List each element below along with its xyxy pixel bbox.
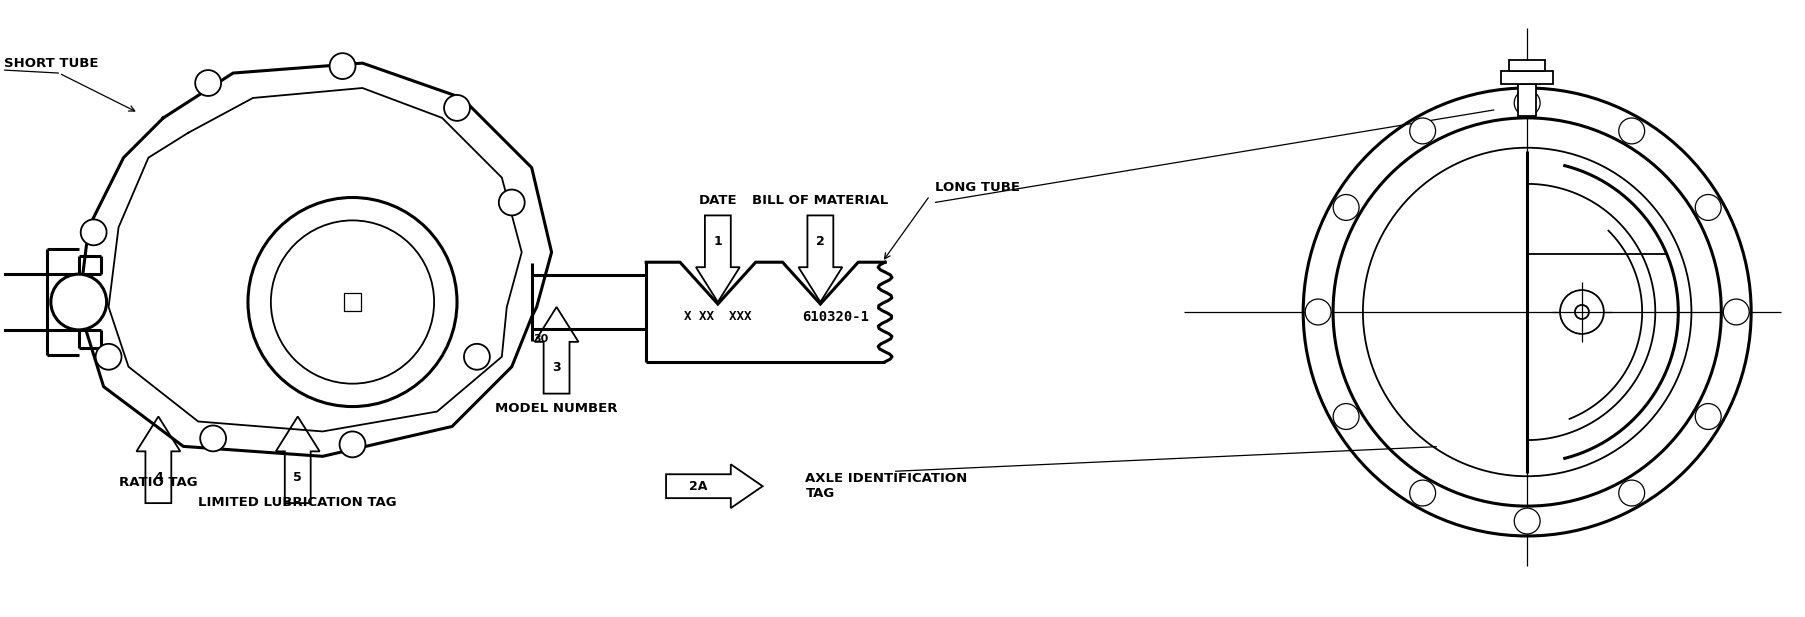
Circle shape [329,53,356,79]
Bar [1500,71,1552,84]
Text: LIMITED LUBRICATION TAG: LIMITED LUBRICATION TAG [199,496,397,509]
Text: RATIO TAG: RATIO TAG [119,476,197,489]
Text: 2A: 2A [690,479,708,493]
Circle shape [498,189,525,215]
Text: 610320-1: 610320-1 [801,310,868,324]
Text: AXLE IDENTIFICATION
TAG: AXLE IDENTIFICATION TAG [805,472,967,500]
Circle shape [200,426,226,452]
Text: 2: 2 [816,235,825,248]
Text: MODEL NUMBER: MODEL NUMBER [495,402,617,415]
Circle shape [1298,83,1754,541]
Circle shape [1617,118,1644,144]
Circle shape [1513,90,1540,116]
Circle shape [1513,508,1540,534]
Text: SHORT TUBE: SHORT TUBE [4,57,99,70]
Text: 5: 5 [292,471,301,484]
Text: 1: 1 [713,235,722,248]
Polygon shape [79,63,551,457]
Circle shape [1560,290,1603,334]
Circle shape [1332,194,1359,220]
Circle shape [1410,480,1435,506]
Text: X XX  XXX: X XX XXX [684,310,751,323]
Circle shape [339,431,365,457]
Circle shape [444,95,469,121]
Bar [1518,84,1536,116]
Text: LONG TUBE: LONG TUBE [935,181,1020,194]
Circle shape [464,344,489,370]
Circle shape [1695,194,1720,220]
Circle shape [195,70,220,96]
Circle shape [271,220,433,384]
Circle shape [51,274,106,330]
Text: 3: 3 [552,361,561,375]
Text: BILL OF MATERIAL: BILL OF MATERIAL [753,194,888,207]
Circle shape [1574,305,1588,319]
Circle shape [1617,480,1644,506]
Circle shape [81,220,106,246]
Circle shape [1722,299,1749,325]
Bar [1509,60,1545,71]
Circle shape [1695,404,1720,429]
Circle shape [1332,404,1359,429]
Circle shape [1410,118,1435,144]
Circle shape [247,197,457,407]
Circle shape [1305,299,1330,325]
Circle shape [96,344,121,370]
Text: DATE: DATE [699,194,736,207]
Text: 4: 4 [153,471,162,484]
Text: 30: 30 [532,334,549,344]
